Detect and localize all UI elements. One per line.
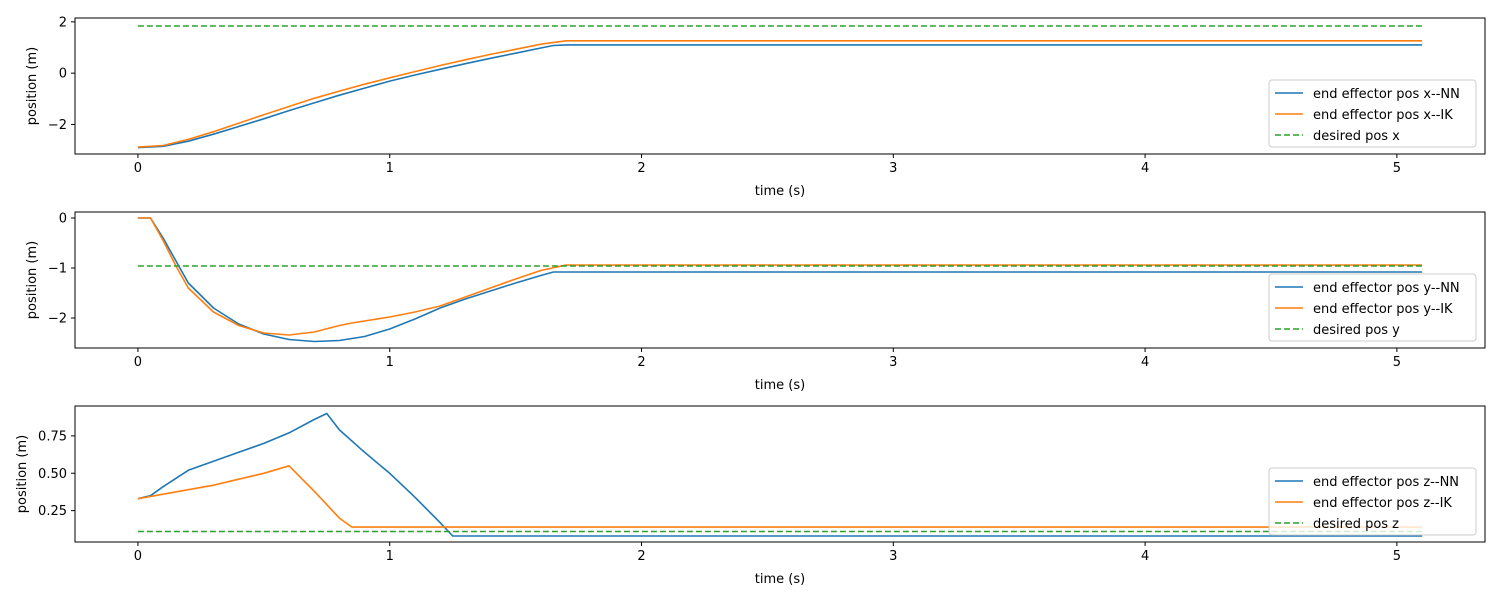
- y-axis-label: position (m): [15, 435, 30, 513]
- x-tick-label: 1: [386, 161, 394, 176]
- axes-frame: [74, 405, 1486, 543]
- y-axis-label: position (m): [25, 47, 40, 125]
- y-tick-label: −1: [48, 262, 67, 277]
- y-tick-label: 2: [59, 15, 67, 30]
- legend: end effector pos x--NN end effector pos x…: [1268, 79, 1477, 148]
- legend-label: desired pos x: [1313, 129, 1400, 144]
- series-line-end-effector-pos-z-ik: [137, 465, 1423, 528]
- x-tick-label: 1: [386, 549, 394, 564]
- x-tick-label: 3: [889, 549, 897, 564]
- y-tick-label: 0.50: [38, 467, 67, 482]
- x-tick-label: 0: [134, 549, 142, 564]
- legend-label: end effector pos x--IK: [1313, 108, 1453, 123]
- y-tick-label: 0: [59, 212, 67, 227]
- axes-frame: [74, 17, 1486, 155]
- x-tick-label: 0: [134, 355, 142, 370]
- x-axis-label: time (s): [755, 572, 805, 587]
- x-axis-label: time (s): [755, 184, 805, 199]
- legend-label: end effector pos x--NN: [1313, 87, 1460, 102]
- y-tick-label: 0: [59, 67, 67, 82]
- x-tick-label: 2: [637, 549, 645, 564]
- x-tick-label: 3: [889, 355, 897, 370]
- x-tick-label: 2: [637, 355, 645, 370]
- legend-label: desired pos z: [1313, 517, 1399, 532]
- x-tick-label: 2: [637, 161, 645, 176]
- subplot-y-position: 0 1 2 3 4 5 −2 −1 0 time (s) position (m) end effec…: [25, 211, 1486, 393]
- legend-box: [1268, 467, 1477, 536]
- axes-frame: [74, 211, 1486, 349]
- y-tick-label: 0.75: [38, 429, 67, 444]
- legend-label: end effector pos y--IK: [1313, 302, 1453, 317]
- x-tick-label: 4: [1141, 161, 1149, 176]
- x-tick-label: 4: [1141, 355, 1149, 370]
- subplot-x-position: 0 1 2 3 4 5 −2 0 2 time (s) position (m) end effect…: [25, 15, 1486, 199]
- x-tick-label: 1: [386, 355, 394, 370]
- x-tick-label: 5: [1393, 549, 1401, 564]
- legend-label: end effector pos z--IK: [1313, 496, 1452, 511]
- y-tick-label: 0.25: [38, 504, 67, 519]
- series-line-end-effector-pos-x-nn: [137, 44, 1423, 149]
- legend-box: [1268, 273, 1477, 342]
- series-line-end-effector-pos-z-nn: [137, 412, 1423, 537]
- x-axis-label: time (s): [755, 378, 805, 393]
- series-line-end-effector-pos-y-ik: [137, 217, 1423, 336]
- legend-box: [1268, 79, 1477, 148]
- legend: end effector pos y--NN end effector pos y…: [1268, 273, 1477, 342]
- x-tick-label: 0: [134, 161, 142, 176]
- legend: end effector pos z--NN end effector pos z…: [1268, 467, 1477, 536]
- x-tick-label: 5: [1393, 355, 1401, 370]
- y-axis-label: position (m): [25, 241, 40, 319]
- x-tick-label: 5: [1393, 161, 1401, 176]
- legend-label: end effector pos z--NN: [1313, 475, 1459, 490]
- x-tick-label: 3: [889, 161, 897, 176]
- subplot-z-position: 0 1 2 3 4 5 0.25 0.50 0.75 time (s) position (m) en…: [15, 405, 1486, 587]
- series-line-end-effector-pos-x-ik: [137, 40, 1423, 148]
- legend-label: desired pos y: [1313, 323, 1400, 338]
- y-tick-label: −2: [48, 118, 67, 133]
- y-tick-label: −2: [48, 312, 67, 327]
- legend-label: end effector pos y--NN: [1313, 281, 1460, 296]
- series-line-end-effector-pos-y-nn: [137, 217, 1423, 343]
- x-tick-label: 4: [1141, 549, 1149, 564]
